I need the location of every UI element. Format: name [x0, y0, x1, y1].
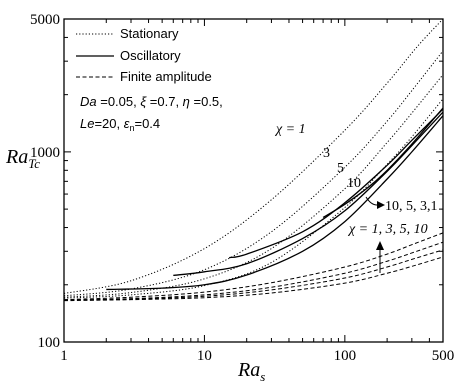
- x-tick-label: 10: [197, 348, 212, 364]
- dashed-series-line-10: [63, 249, 444, 301]
- dotted-series-line-3: [63, 98, 444, 299]
- oscillatory-order-arrowhead: [377, 201, 385, 209]
- legend: Stationary Oscillatory Finite amplitude: [76, 26, 212, 84]
- series-group: [63, 18, 444, 302]
- annotation-chi-1: χ = 1: [274, 122, 306, 137]
- x-tick-label: 1: [60, 348, 68, 364]
- solid-series-line-4: [106, 115, 444, 291]
- finite-order-arrowhead: [376, 241, 384, 250]
- dotted-series-line-2: [63, 74, 444, 298]
- y-axis-label: RaTc: [5, 146, 40, 171]
- legend-label-stationary: Stationary: [120, 26, 179, 41]
- oscillatory-order-arrow: [365, 196, 378, 206]
- dashed-series-line-9: [63, 241, 444, 301]
- legend-label-oscillatory: Oscillatory: [120, 48, 181, 63]
- annotation-chi-3: 3: [323, 146, 330, 161]
- solid-series-line-6: [229, 108, 444, 259]
- x-tick-label: 100: [334, 348, 357, 364]
- solid-series-line-5: [173, 111, 444, 277]
- legend-label-finite: Finite amplitude: [120, 69, 212, 84]
- annotation-finite-order: χ = 1, 3, 5, 10: [347, 222, 428, 237]
- plot-frame: [63, 18, 444, 343]
- y-tick-label: 5000: [30, 12, 60, 28]
- annotation-oscillatory-order: 10, 5, 3,1: [385, 199, 438, 214]
- y-tick-label: 100: [38, 335, 61, 351]
- dotted-series-line-1: [63, 50, 444, 297]
- annotation-chi-10: 10: [347, 176, 361, 191]
- axis-tick-labels: 1 10 100 500 100 1000 5000: [30, 12, 454, 364]
- parameter-line-1: Da =0.05, ξ =0.7, η =0.5,: [80, 94, 223, 109]
- solid-series-line-7: [322, 107, 444, 219]
- x-axis-label: Ras: [237, 359, 265, 384]
- parameter-line-2: Le=20, εn=0.4: [80, 116, 160, 133]
- y-tick-label: 1000: [30, 145, 60, 161]
- y-axis-label-sub: Tc: [28, 156, 40, 171]
- x-axis-label-sub: s: [260, 369, 265, 384]
- annotation-chi-5: 5: [337, 161, 344, 176]
- x-tick-label: 500: [432, 348, 455, 364]
- dashed-series-line-11: [63, 256, 444, 302]
